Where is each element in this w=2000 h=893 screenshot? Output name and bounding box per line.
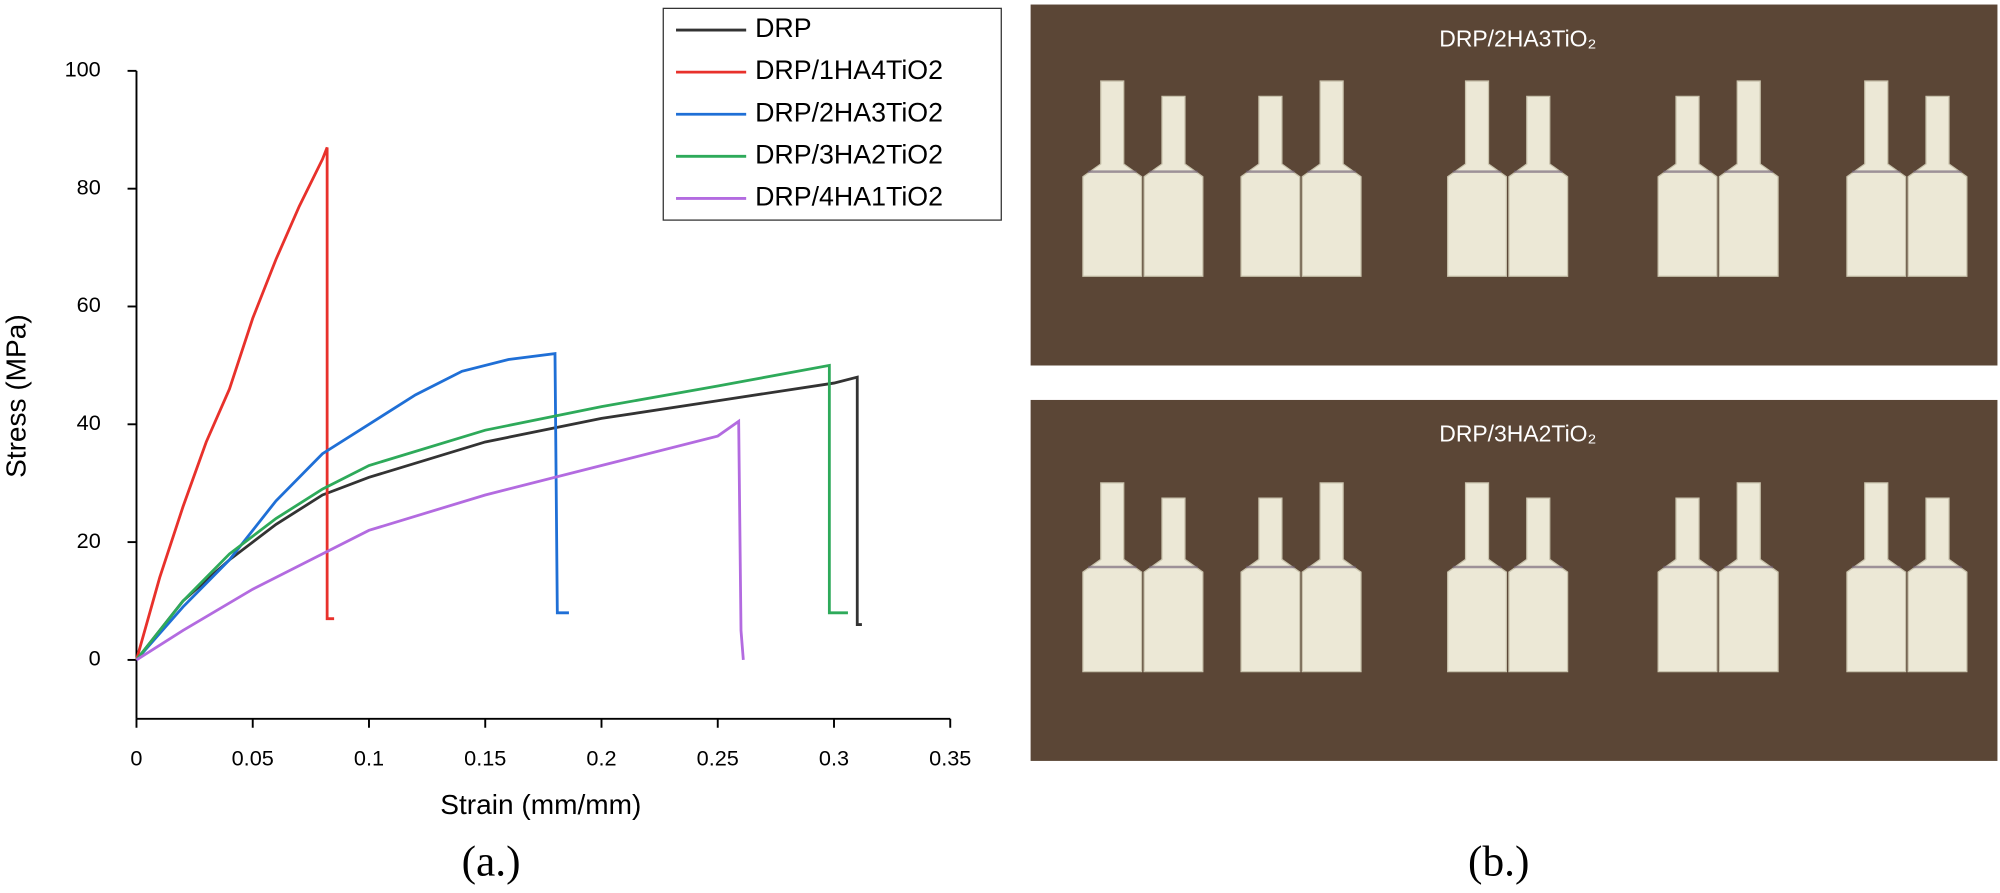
x-tick-label: 0 [130, 745, 142, 770]
legend-label: DRP/2HA3TiO2 [755, 97, 943, 127]
specimen [1082, 80, 1143, 277]
specimen [1846, 80, 1907, 277]
specimen [1301, 80, 1362, 277]
legend-label: DRP/1HA4TiO2 [755, 55, 943, 85]
specimen [1657, 497, 1718, 673]
specimen [1508, 95, 1569, 277]
x-tick-label: 0.25 [697, 745, 739, 770]
series-line [135, 352, 569, 661]
photo-label: DRP/2HA3TiO₂ [1439, 25, 1596, 51]
series-line [135, 418, 745, 662]
caption: (a.) [462, 837, 521, 885]
x-tick-label: 0.35 [929, 745, 971, 770]
y-tick-label: 0 [89, 646, 101, 671]
y-axis-label: Stress (MPa) [0, 314, 31, 478]
caption: (b.) [1468, 837, 1529, 885]
specimen [1846, 482, 1907, 673]
legend-label: DRP/3HA2TiO2 [755, 139, 943, 169]
photo-label: DRP/3HA2TiO₂ [1439, 421, 1596, 447]
specimen [1718, 482, 1779, 673]
x-axis-label: Strain (mm/mm) [440, 789, 641, 820]
specimen [1907, 95, 1968, 277]
specimen [1143, 497, 1204, 673]
photo: DRP/3HA2TiO₂ [1030, 399, 1998, 761]
x-tick-label: 0.05 [232, 745, 274, 770]
x-tick-label: 0.1 [354, 745, 384, 770]
specimen [1508, 497, 1569, 673]
specimen [1143, 95, 1204, 277]
y-tick-label: 60 [77, 292, 101, 317]
photo: DRP/2HA3TiO₂ [1030, 4, 1998, 366]
legend-label: DRP/4HA1TiO2 [755, 181, 943, 211]
specimen [1447, 482, 1508, 673]
y-tick-label: 20 [77, 528, 101, 553]
series-line [135, 375, 862, 661]
specimen [1301, 482, 1362, 673]
legend-box [662, 7, 1002, 221]
x-tick-label: 0.2 [586, 745, 616, 770]
specimen [1240, 95, 1301, 277]
specimen [1718, 80, 1779, 277]
specimen [1907, 497, 1968, 673]
specimen [1240, 497, 1301, 673]
x-tick-label: 0.3 [819, 745, 849, 770]
y-tick-label: 100 [65, 57, 101, 82]
specimen [1447, 80, 1508, 277]
series-line [135, 146, 335, 661]
legend-label: DRP [755, 13, 812, 43]
y-tick-label: 40 [77, 410, 101, 435]
specimen [1082, 482, 1143, 673]
y-tick-label: 80 [77, 174, 101, 199]
specimen [1657, 95, 1718, 277]
series-line [135, 363, 848, 661]
x-tick-label: 0.15 [464, 745, 506, 770]
